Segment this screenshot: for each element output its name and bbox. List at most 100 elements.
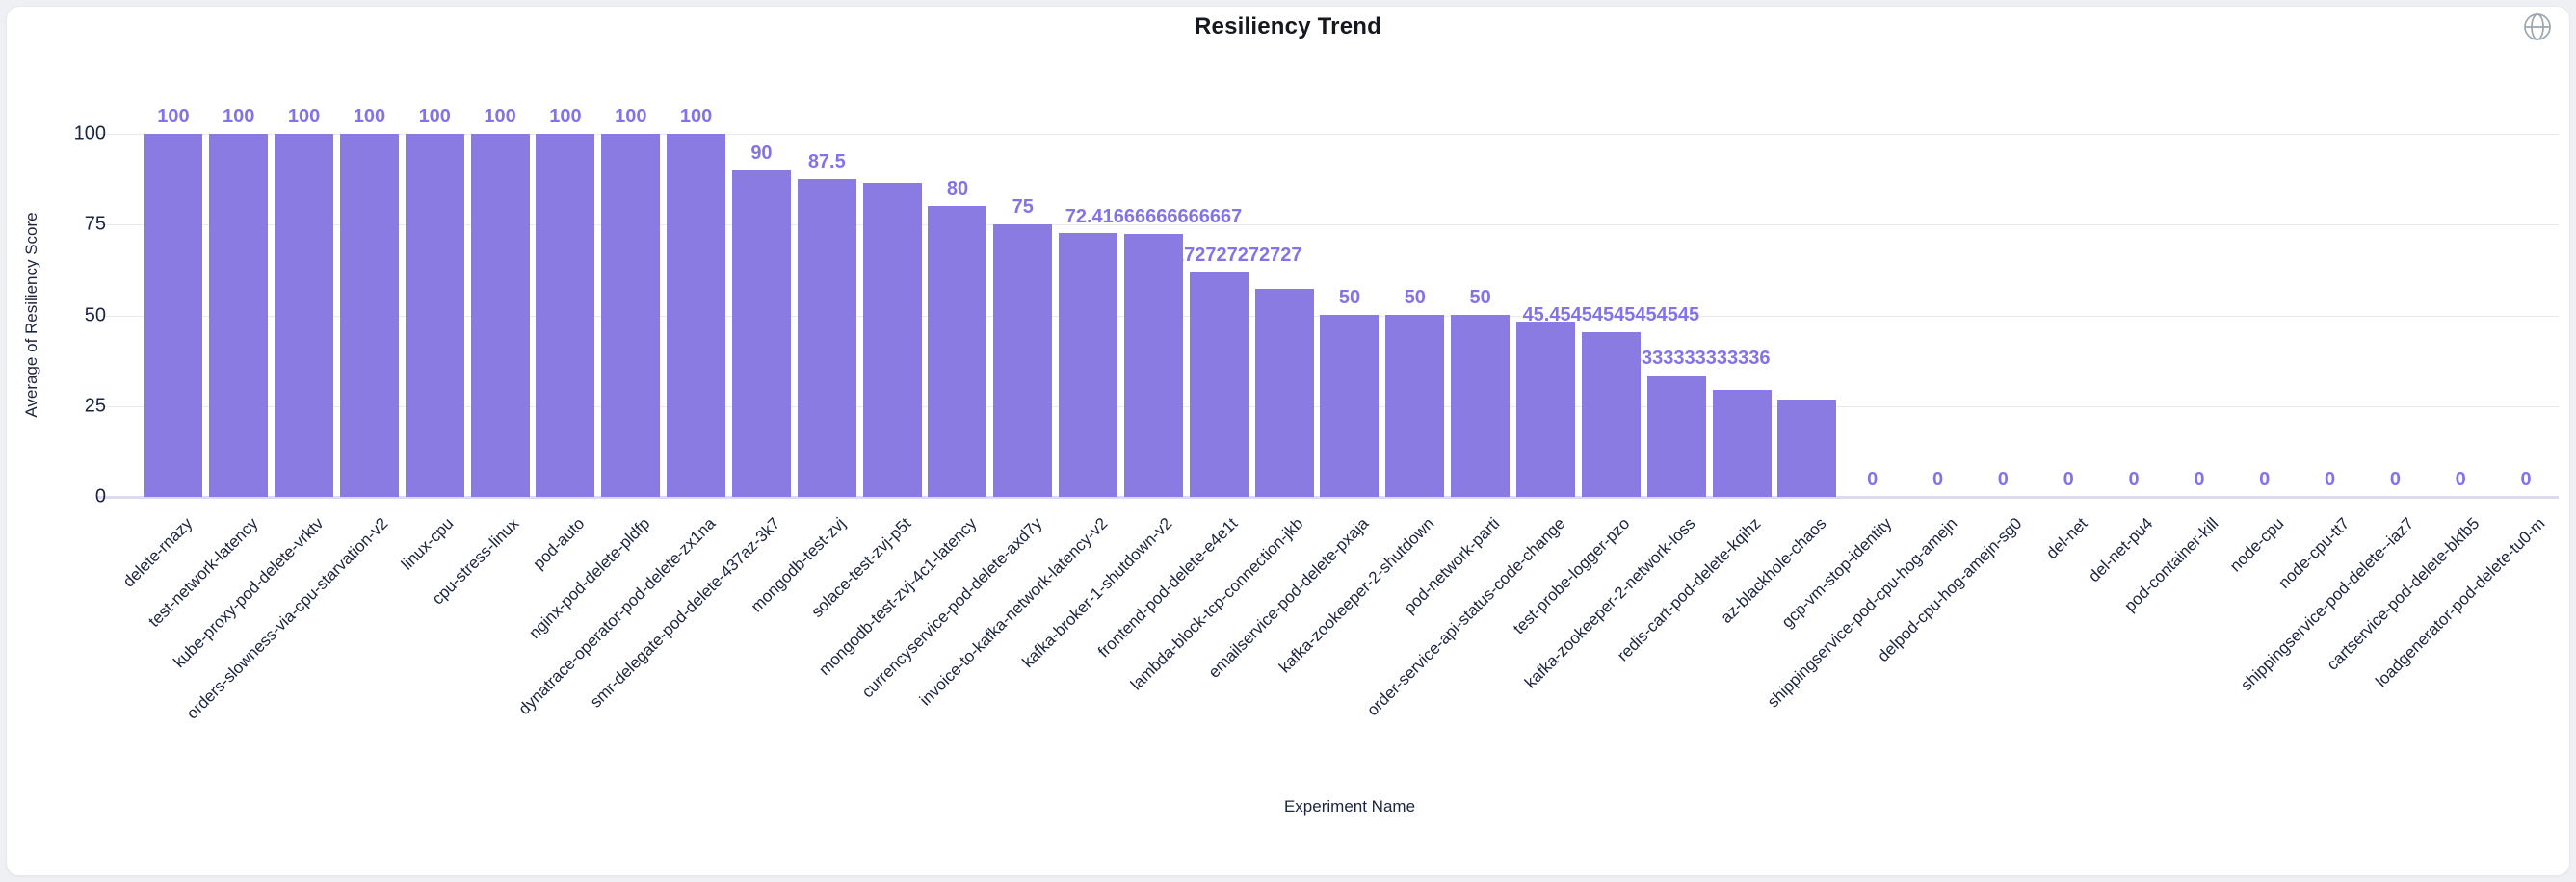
x-axis-baseline [96, 496, 2559, 499]
bar-value-label: 0 [2324, 469, 2336, 490]
bar[interactable] [1059, 233, 1118, 497]
bar[interactable] [1320, 315, 1380, 497]
bar-slot: 50 [1448, 134, 1513, 497]
x-category-label: node-cpu [2225, 514, 2288, 576]
bar-value-label: 100 [615, 106, 647, 127]
bar-slot: 80 [925, 134, 990, 497]
x-category-label: test-probe-logger-pzo [1510, 514, 1634, 638]
bar-slot [1709, 134, 1774, 497]
bar[interactable] [993, 224, 1053, 497]
bar-slot: 0 [1906, 134, 1971, 497]
y-tick-label: 25 [84, 395, 106, 417]
bar-slot: 90 [729, 134, 795, 497]
bar[interactable] [405, 134, 464, 497]
gridline [96, 224, 2559, 226]
bar-value-label: 45.45454545454545 [1522, 304, 1700, 325]
x-category-label: test-network-latency [145, 514, 262, 632]
bar-slot [1513, 134, 1579, 497]
x-category-label: pod-auto [529, 514, 589, 573]
bar-slot: 0 [2101, 134, 2167, 497]
bar[interactable] [1581, 332, 1641, 497]
bar-value-label: 100 [223, 106, 255, 127]
y-tick-label: 0 [94, 485, 106, 507]
globe-icon[interactable] [2522, 12, 2553, 42]
bar-slot: 87.5 [794, 134, 859, 497]
bar[interactable] [928, 206, 987, 497]
bar[interactable] [1189, 272, 1249, 497]
bar[interactable] [1712, 390, 1772, 497]
bar-slot: 0 [1970, 134, 2036, 497]
bar-slot: 75 [990, 134, 1056, 497]
bar[interactable] [1646, 376, 1706, 497]
bar-value-label: 0 [2520, 469, 2532, 490]
bar[interactable] [1451, 315, 1511, 497]
bar-slot: 72.41666666666667 [1065, 134, 1242, 497]
bar-slot: 0 [2036, 134, 2101, 497]
bar-slot [1774, 134, 1840, 497]
bar[interactable] [601, 134, 661, 497]
chart-title: Resiliency Trend [1195, 13, 1381, 39]
bar[interactable] [275, 134, 334, 497]
bar[interactable] [1254, 289, 1314, 497]
bar[interactable] [1385, 315, 1445, 497]
bar-value-label: 50 [1469, 287, 1491, 308]
bar[interactable] [470, 134, 530, 497]
bar-value-label: 0 [1867, 469, 1879, 490]
bar[interactable] [339, 134, 399, 497]
bar-slot: 0 [2493, 134, 2559, 497]
bar[interactable] [209, 134, 269, 497]
bar-value-label: 87.5 [807, 151, 846, 172]
bar-slot: 100 [402, 106, 467, 497]
bar[interactable] [144, 134, 203, 497]
bar-slot [859, 134, 925, 497]
bar[interactable] [1516, 322, 1575, 497]
bar-value-label: 0 [1997, 469, 2009, 490]
bar-slot: 61.7272727272727 [1136, 134, 1302, 497]
y-tick-label: 50 [84, 304, 106, 325]
bar-slot: 0 [2362, 134, 2428, 497]
bar[interactable] [731, 170, 791, 497]
bar-slot [1056, 134, 1121, 497]
bar-value-label: 100 [157, 106, 190, 127]
x-axis-labels: delete-rnazy test-network-latency kube-pro… [119, 505, 2559, 793]
bar-value-label: 0 [2063, 469, 2074, 490]
x-category-label: linux-cpu [398, 514, 458, 574]
bar-value-label: 100 [484, 106, 516, 127]
bar-value-label: 0 [2389, 469, 2401, 490]
bar[interactable] [1777, 400, 1837, 497]
bar-slot: 45.45454545454545 [1523, 134, 1699, 497]
bar-value-label: 100 [679, 106, 713, 127]
bar[interactable] [536, 134, 595, 497]
x-category-label: nginx-pod-delete-pldfp [525, 514, 654, 643]
y-tick-label: 100 [73, 122, 106, 144]
bar-value-label: 72.41666666666667 [1065, 206, 1243, 227]
bar-value-label: 100 [549, 106, 582, 127]
gridline [96, 134, 2559, 135]
bar-slot: 100 [533, 106, 598, 497]
bar-slot: 100 [467, 106, 533, 497]
x-category-label: del-net [2042, 514, 2091, 563]
bar-slot: 100 [664, 106, 729, 497]
bar-value-label: 0 [2128, 469, 2140, 490]
bar-value-label: 50 [1404, 287, 1426, 308]
bar-value-label: 0 [2259, 469, 2271, 490]
bar-value-label: 75 [1012, 196, 1034, 218]
bar[interactable] [862, 183, 922, 497]
bar-slot: 0 [2428, 134, 2493, 497]
bar[interactable] [1123, 234, 1183, 497]
bar[interactable] [667, 134, 726, 497]
plot-area: 100 100 100 100 100 100 100 100 100 90 87.5 80 75 72.… [141, 106, 2559, 497]
bar-value-label: 100 [418, 106, 451, 127]
bar-value-label: 90 [750, 143, 773, 164]
bar-slot: 50 [1382, 134, 1448, 497]
bar-slot: 100 [272, 106, 337, 497]
bar-value-label: 0 [2455, 469, 2466, 490]
bar-slot: 0 [2167, 134, 2232, 497]
bar-value-label: 100 [287, 106, 321, 127]
bar-value-label: 50 [1338, 287, 1361, 308]
bar[interactable] [797, 179, 856, 497]
y-tick-label: 75 [84, 213, 106, 235]
bar-value-label: 100 [353, 106, 386, 127]
bar-value-label: 0 [2194, 469, 2205, 490]
x-axis-title: Experiment Name [1283, 797, 1416, 816]
